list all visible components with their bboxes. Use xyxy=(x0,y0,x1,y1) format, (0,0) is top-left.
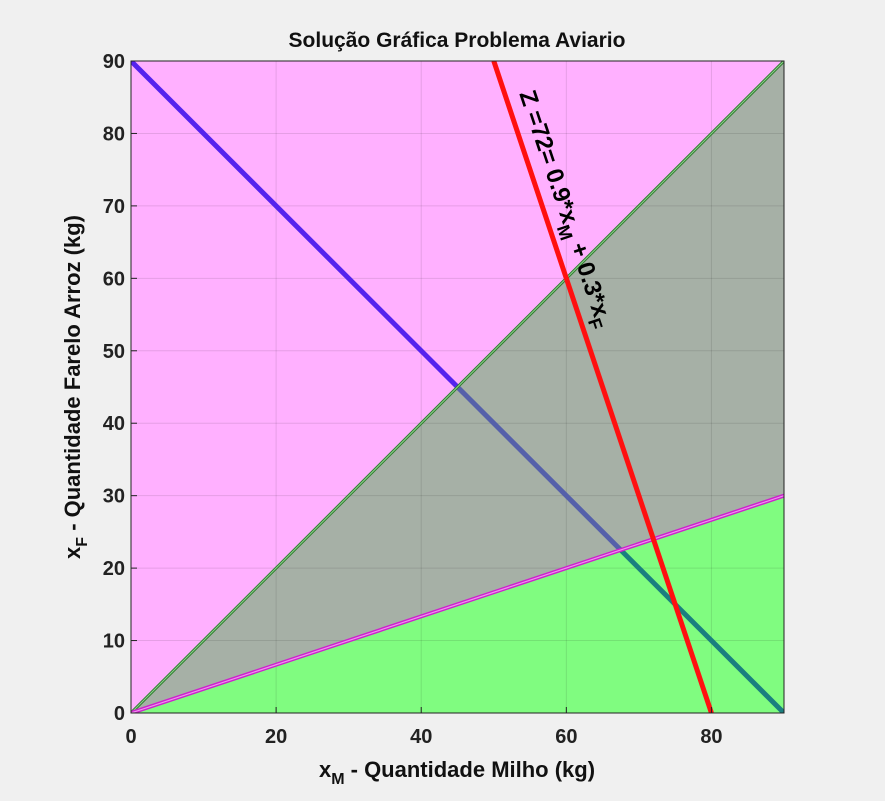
x-tick-label: 0 xyxy=(125,726,136,748)
y-tick-label: 90 xyxy=(103,51,125,73)
axis-label-subscript: F xyxy=(74,537,91,547)
y-tick-label: 70 xyxy=(103,196,125,218)
y-tick-label: 50 xyxy=(103,341,125,363)
series-line-sum-90 xyxy=(455,385,623,552)
annotation-subscript: M xyxy=(553,222,577,243)
axis-label-var: x xyxy=(60,546,85,559)
x-axis-label: xM - Quantidade Milho (kg) xyxy=(319,757,595,788)
series-line-sum-90 xyxy=(131,61,460,389)
y-tick-label: 10 xyxy=(103,631,125,653)
y-tick-label: 80 xyxy=(103,123,125,145)
y-tick-label: 40 xyxy=(103,413,125,435)
y-tick-label: 60 xyxy=(103,268,125,290)
y-tick-label: 20 xyxy=(103,558,125,580)
series-line-objective xyxy=(491,61,714,713)
y-axis-label: xF - Quantidade Farelo Arroz (kg) xyxy=(60,215,91,559)
axis-label-text: - Quantidade Milho (kg) xyxy=(345,757,596,782)
axis-label-var: x xyxy=(319,757,332,782)
x-tick-label: 80 xyxy=(700,726,722,748)
series-lines xyxy=(131,61,784,713)
y-tick-label: 0 xyxy=(114,703,125,725)
x-tick-label: 20 xyxy=(265,726,287,748)
series-line-third-highlight xyxy=(131,495,784,713)
series-line-equal-highlight xyxy=(131,61,784,713)
x-tick-label: 40 xyxy=(410,726,432,748)
x-tick-label: 60 xyxy=(555,726,577,748)
axis-label-subscript: M xyxy=(331,771,344,788)
chart-title: Solução Gráfica Problema Aviario xyxy=(289,29,626,52)
series-line-sum-90 xyxy=(618,548,784,713)
axes-box xyxy=(130,60,785,714)
axis-label-text: - Quantidade Farelo Arroz (kg) xyxy=(60,215,85,537)
y-tick-label: 30 xyxy=(103,486,125,508)
